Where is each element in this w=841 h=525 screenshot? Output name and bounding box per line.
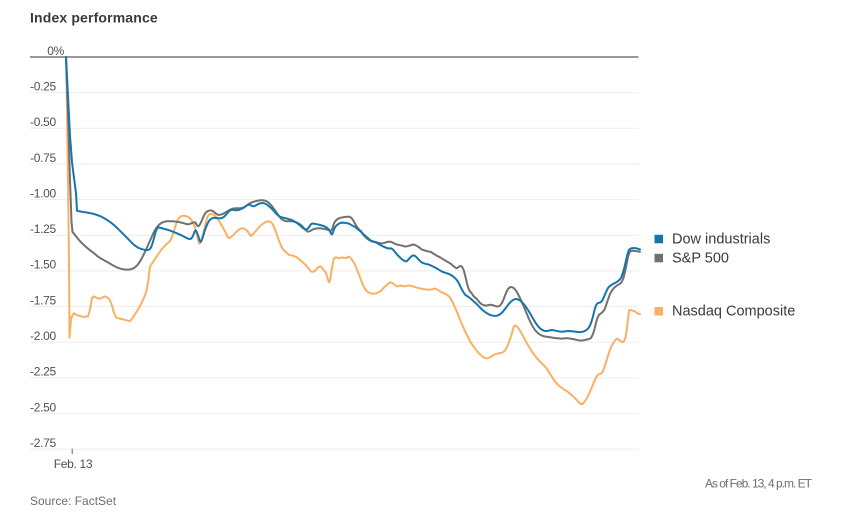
svg-text:-1.75: -1.75 [30,293,56,307]
svg-text:-0.50: -0.50 [30,115,56,129]
svg-text:-2.75: -2.75 [30,436,56,450]
svg-text:S&P 500: S&P 500 [672,251,729,267]
svg-text:-1.00: -1.00 [30,186,56,200]
svg-text:0%: 0% [47,44,64,58]
svg-text:Feb. 13: Feb. 13 [54,457,93,471]
svg-text:-1.25: -1.25 [30,222,56,236]
svg-text:-0.75: -0.75 [30,151,56,165]
svg-text:Nasdaq Composite: Nasdaq Composite [672,304,795,320]
svg-text:-2.25: -2.25 [30,365,56,379]
svg-text:Source: FactSet: Source: FactSet [30,494,117,508]
svg-text:Dow industrials: Dow industrials [672,232,770,248]
svg-text:-2.50: -2.50 [30,400,56,414]
svg-text:-1.50: -1.50 [30,258,56,272]
svg-text:-2.00: -2.00 [30,329,56,343]
svg-text:As of Feb. 13, 4 p.m. ET: As of Feb. 13, 4 p.m. ET [705,477,813,491]
svg-text:Index performance: Index performance [30,10,158,26]
svg-text:-0.25: -0.25 [30,79,56,93]
